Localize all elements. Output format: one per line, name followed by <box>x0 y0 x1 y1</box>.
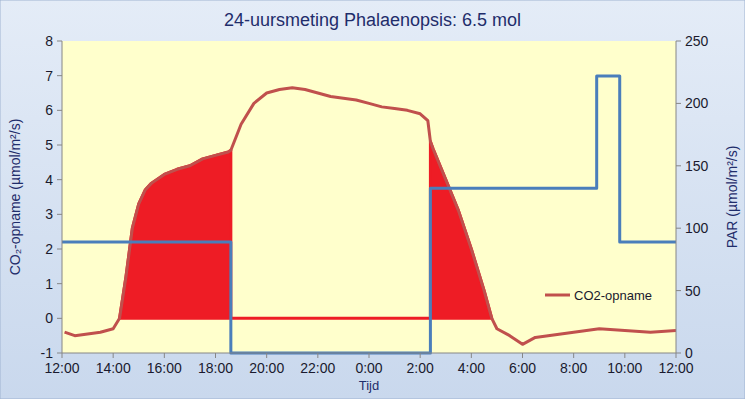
x-tick-label: 10:00 <box>607 360 642 376</box>
y2-axis-title: PAR (µmol/m²/s) <box>724 146 740 249</box>
x-tick <box>113 353 114 358</box>
x-tick <box>573 353 574 358</box>
y-tick <box>57 283 62 284</box>
y2-tick-label: 100 <box>685 220 709 236</box>
x-tick-label: 16:00 <box>147 360 182 376</box>
x-tick <box>62 353 63 358</box>
x-tick <box>215 353 216 358</box>
y2-tick-label: 150 <box>685 158 709 174</box>
y-tick <box>57 41 62 42</box>
y2-tick <box>676 228 681 229</box>
y-tick-label: 8 <box>45 33 53 49</box>
x-tick <box>164 353 165 358</box>
x-tick-label: 14:00 <box>96 360 131 376</box>
y-tick-label: 0 <box>45 310 53 326</box>
x-tick-label: 4:00 <box>458 360 485 376</box>
x-tick-label: 12:00 <box>658 360 693 376</box>
legend: CO2-opname <box>545 288 652 303</box>
chart: 24-uursmeting Phalaenopsis: 6.5 mol-1012… <box>0 0 745 399</box>
y-tick-label: 1 <box>45 276 53 292</box>
y2-tick-label: 0 <box>685 345 693 361</box>
y-tick <box>57 110 62 111</box>
x-tick-label: 20:00 <box>249 360 284 376</box>
x-tick-label: 8:00 <box>560 360 587 376</box>
x-tick-label: 12:00 <box>44 360 79 376</box>
y-tick <box>57 214 62 215</box>
area-series <box>120 142 492 319</box>
x-tick-label: 0:00 <box>355 360 382 376</box>
title: 24-uursmeting Phalaenopsis: 6.5 mol <box>224 10 521 30</box>
y2-tick <box>676 290 681 291</box>
y2-tick <box>676 41 681 42</box>
x-tick-label: 22:00 <box>300 360 335 376</box>
y-tick <box>57 249 62 250</box>
y2-axis-line <box>676 41 677 353</box>
legend-label: CO2-opname <box>574 288 652 303</box>
y-tick <box>57 179 62 180</box>
y-tick <box>57 75 62 76</box>
y2-tick-label: 200 <box>685 95 709 111</box>
x-tick <box>624 353 625 358</box>
y-tick <box>57 145 62 146</box>
y2-tick-label: 250 <box>685 33 709 49</box>
y2-tick <box>676 353 681 354</box>
background <box>0 0 745 399</box>
x-tick <box>369 353 370 358</box>
y-tick-label: -1 <box>41 345 54 361</box>
y2-tick <box>676 165 681 166</box>
legend-swatch <box>545 294 570 297</box>
y-tick-label: 2 <box>45 241 53 257</box>
y-tick <box>57 318 62 319</box>
page: {"chart_data": { "type": "line", "title"… <box>0 0 745 399</box>
series-group <box>62 76 676 353</box>
line-series <box>65 88 676 345</box>
x-tick <box>522 353 523 358</box>
y-tick-label: 6 <box>45 102 53 118</box>
x-tick <box>420 353 421 358</box>
x-tick <box>676 353 677 358</box>
y-axis-title: CO₂-opname (µmol/m²/s) <box>7 119 23 276</box>
y2-tick-label: 50 <box>685 283 701 299</box>
y2-tick <box>676 103 681 104</box>
x-tick-label: 6:00 <box>509 360 536 376</box>
x-axis-title: Tijd <box>359 378 379 393</box>
x-tick <box>266 353 267 358</box>
y-tick-label: 3 <box>45 206 53 222</box>
y-tick-label: 4 <box>45 172 53 188</box>
x-tick <box>471 353 472 358</box>
x-tick-label: 18:00 <box>198 360 233 376</box>
y-axis-line <box>62 41 63 353</box>
line-series <box>62 76 676 353</box>
y-tick-label: 7 <box>45 68 53 84</box>
y-tick <box>57 353 62 354</box>
plot-area <box>62 41 676 353</box>
x-tick-label: 2:00 <box>407 360 434 376</box>
y-tick-label: 5 <box>45 137 53 153</box>
x-tick <box>317 353 318 358</box>
